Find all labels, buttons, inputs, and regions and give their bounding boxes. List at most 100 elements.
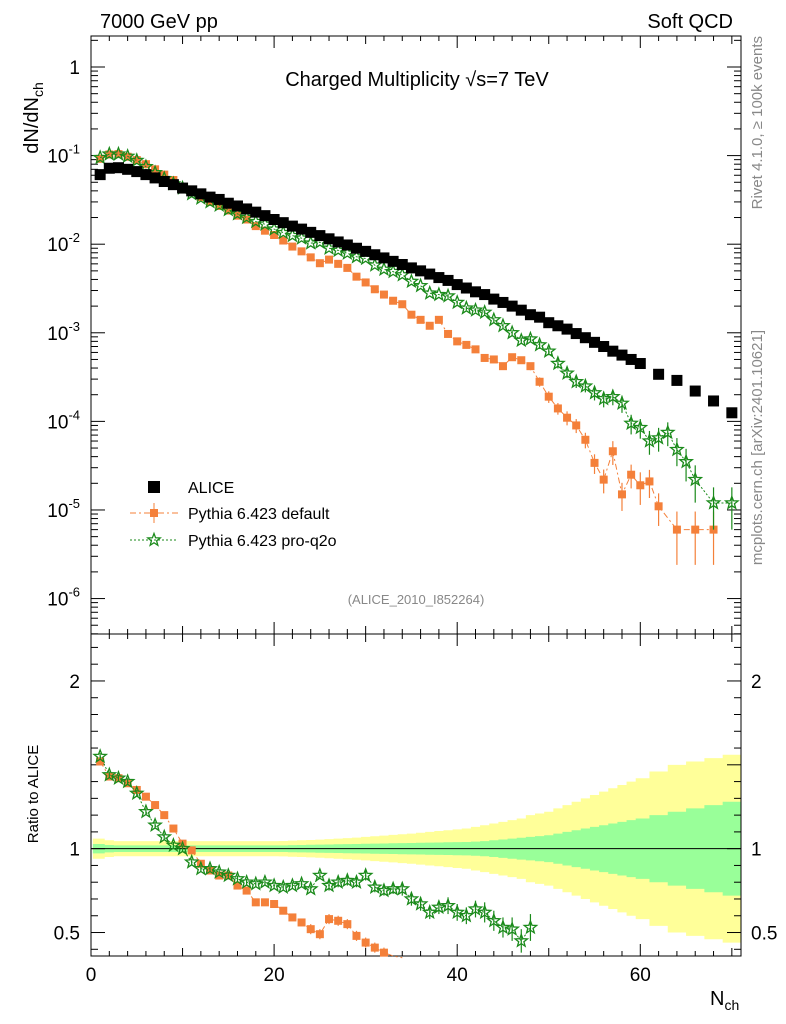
y-tick-exponent: -3 <box>68 319 80 334</box>
proq2o-ratio-point <box>220 867 237 883</box>
y-tick-base: 10 <box>47 324 68 345</box>
alice-data-point <box>479 289 491 301</box>
default-main-point <box>132 156 141 165</box>
proq2o-ratio-point <box>256 873 273 889</box>
alice-data-point <box>451 279 463 291</box>
y-tick-label-ratio: 2 <box>69 672 80 693</box>
alice-data-point <box>222 197 234 209</box>
proq2o-main-point <box>705 494 722 510</box>
default-main-point <box>416 315 425 324</box>
default-main-point <box>279 236 288 245</box>
default-ratio-point <box>343 920 352 929</box>
alice-data-point <box>314 230 326 242</box>
proq2o-ratio-point <box>504 920 521 936</box>
alice-data-point <box>167 179 179 191</box>
default-main-point <box>462 340 471 349</box>
proq2o-main-point <box>540 342 557 358</box>
alice-data-point <box>112 162 124 174</box>
proq2o-ratio-point <box>485 912 502 928</box>
proq2o-main-point <box>412 277 429 293</box>
alice-data-point <box>607 345 619 357</box>
default-main-point <box>379 290 388 299</box>
default-ratio-point <box>288 913 297 922</box>
proq2o-ratio-point <box>467 900 484 916</box>
default-main-point <box>389 296 398 305</box>
alice-data-point <box>360 245 372 257</box>
alice-data-point <box>195 188 207 200</box>
proq2o-ratio-point <box>339 872 356 888</box>
proq2o-main-point <box>632 419 649 435</box>
default-main-point <box>471 345 480 354</box>
proq2o-ratio-point <box>495 919 511 935</box>
plot-frames <box>90 35 742 957</box>
proq2o-main-point <box>687 471 704 487</box>
legend: ALICE Pythia 6.423 default Pythia 6.423 pr… <box>130 480 337 550</box>
y-tick-label-main: 1 <box>69 58 80 79</box>
alice-data-point <box>515 304 527 316</box>
alice-data-point <box>415 265 427 277</box>
proq2o-main-point <box>119 148 136 164</box>
y-tick-exponent: -1 <box>68 142 80 157</box>
y-tick-label-main: 10-4 <box>47 407 80 433</box>
proq2o-main-point <box>92 149 109 165</box>
proq2o-main-point <box>604 388 621 404</box>
default-main-point <box>444 329 453 338</box>
alice-data-point <box>470 286 482 298</box>
alice-data-point <box>424 268 436 280</box>
proq2o-main-point <box>467 301 484 317</box>
default-main-point <box>498 362 507 371</box>
y-tick-label-main: 10-1 <box>47 142 80 168</box>
y-tick-exponent: -4 <box>68 407 80 422</box>
alice-data-point <box>268 213 280 225</box>
chart-title: Charged Multiplicity √s=7 TeV <box>285 69 549 91</box>
y-tick-label-main: 10-6 <box>47 585 80 611</box>
alice-data-point <box>488 293 500 305</box>
default-main-point <box>563 413 572 422</box>
default-main-point <box>96 154 105 163</box>
proq2o-ratio-point <box>366 878 383 895</box>
alice-data-point <box>122 163 134 175</box>
y-axis-label-main: dN/dNch <box>21 82 46 154</box>
default-main-point <box>407 310 416 319</box>
default-main-point <box>535 377 544 386</box>
default-main-point <box>453 337 462 346</box>
default-main-point <box>691 525 700 534</box>
proq2o-main-point <box>522 330 539 346</box>
alice-data-point <box>103 162 115 174</box>
default-main-point <box>636 481 645 490</box>
default-main-point <box>425 321 434 330</box>
proq2o-ratio-point <box>238 873 255 889</box>
alice-data-point <box>433 272 445 284</box>
proq2o-ratio-point <box>183 853 200 869</box>
default-ratio-line <box>99 761 403 959</box>
default-main-point <box>672 525 681 534</box>
proq2o-main-point <box>421 284 438 300</box>
default-main-point <box>654 502 663 511</box>
analysis-tag: (ALICE_2010_I852264) <box>348 592 485 607</box>
y-tick-exponent: -2 <box>68 230 80 245</box>
alice-data-point <box>579 332 591 344</box>
alice-data-point <box>296 223 308 235</box>
proq2o-ratio-point <box>119 773 136 789</box>
y-tick-label-ratio-right: 0.5 <box>751 924 777 945</box>
proq2o-ratio-line <box>99 756 531 942</box>
default-ratio-point <box>370 943 379 952</box>
alice-data-point <box>323 233 335 245</box>
default-main-point <box>288 242 297 251</box>
alice-data-point <box>460 282 472 294</box>
default-ratio-point <box>251 898 260 907</box>
default-ratio-point <box>169 824 178 833</box>
proq2o-main-point <box>128 152 145 168</box>
proq2o-ratio-point <box>211 863 228 879</box>
proq2o-ratio-point <box>348 873 365 889</box>
default-main-point <box>361 278 370 287</box>
proq2o-ratio-point <box>165 836 182 853</box>
proq2o-ratio-point <box>101 766 118 782</box>
alice-data-point <box>570 328 582 340</box>
alice-data-point <box>177 182 189 194</box>
proq2o-main-point <box>723 494 740 510</box>
alice-data-point <box>497 296 509 308</box>
proq2o-main-point <box>559 364 576 380</box>
alice-data-point <box>396 258 408 270</box>
y-tick-label-main: 10-5 <box>47 496 80 522</box>
